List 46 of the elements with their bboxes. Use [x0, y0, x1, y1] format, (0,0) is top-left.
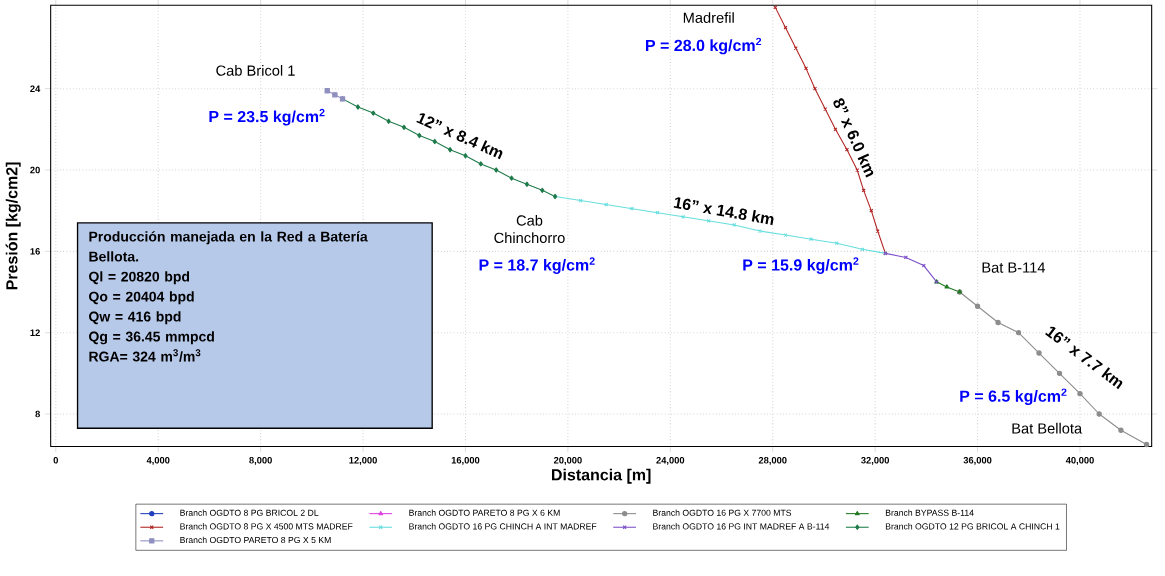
legend-label: Branch OGDTO 8 PG BRICOL 2 DL — [180, 509, 319, 516]
annotation: P = 28.0 kg/cm$^{2}$ — [646, 37, 762, 55]
x-tick-label: 16,000 — [451, 457, 480, 465]
x-tick-label: 12,000 — [349, 457, 377, 465]
y-tick-label: 8 — [35, 410, 40, 418]
x-tick-label: 8,000 — [249, 457, 272, 465]
annotation: P = 18.7 kg/cm$^{2}$ — [479, 257, 595, 274]
x-tick-label: 20,000 — [553, 457, 582, 465]
annotation: RGA= 324 m$^{3}$/m$^{3}$ — [89, 349, 201, 362]
annotation: Qo = 20404 bpd — [89, 291, 194, 305]
annotation: Cab Bricol 1 — [216, 65, 295, 76]
x-tick-label: 28,000 — [758, 457, 787, 465]
legend-label: Branch OGDTO PARETO 8 PG X 5 KM — [180, 536, 331, 544]
annotation: Qg = 36.45 mmpcd — [89, 331, 214, 345]
annotation: Producción manejada en la Red a Batería Bellota. — [89, 231, 368, 262]
annotation: Bat B-114 — [982, 262, 1046, 273]
x-tick-label: 40,000 — [1065, 457, 1094, 465]
y-axis-title: Presión [kg/cm2] — [5, 162, 21, 290]
y-tick-label: 24 — [30, 85, 41, 93]
legend-label: Branch OGDTO 8 PG X 4500 MTS MADREF — [180, 523, 353, 530]
x-tick-label: 36,000 — [963, 457, 992, 465]
y-tick-label: 16 — [30, 248, 40, 255]
annotation: Bat Bellota — [1012, 422, 1083, 434]
y-tick-label: 20 — [30, 166, 40, 174]
y-tick-label: 12 — [30, 329, 40, 337]
annotation: P = 15.9 kg/cm$^{2}$ — [743, 257, 859, 274]
annotation: 12” x 8.4 km — [416, 113, 503, 160]
annotation: Ql = 20820 bpd — [89, 271, 190, 285]
x-tick-label: 0 — [53, 457, 58, 464]
legend-label: Branch OGDTO PARETO 8 PG X 6 KM — [409, 509, 560, 516]
x-tick-label: 24,000 — [656, 457, 685, 465]
x-tick-label: 32,000 — [861, 457, 890, 465]
legend-label: Branch OGDTO 16 PG X 7700 MTS — [653, 509, 792, 516]
x-tick-label: 4,000 — [146, 457, 170, 465]
annotation: P = 23.5 kg/cm$^{2}$ — [209, 108, 325, 126]
legend-label: Branch OGDTO 12 PG BRICOL A CHINCH 1 — [885, 523, 1060, 530]
annotation: Madrefil — [683, 12, 734, 23]
legend-label: Branch BYPASS B-114 — [885, 509, 974, 516]
legend-label: Branch OGDTO 16 PG INT MADREF A B-114 — [653, 523, 830, 530]
annotation: 8” x 6.0 km — [833, 98, 874, 178]
annotation: Qw = 416 bpd — [89, 311, 181, 325]
annotation: P = 6.5 kg/cm$^{2}$ — [960, 388, 1067, 406]
annotation: Cab Chinchorro — [494, 215, 565, 244]
legend-label: Branch OGDTO 16 PG CHINCH A INT MADREF — [409, 523, 597, 530]
x-axis-title: Distancia [m] — [552, 468, 651, 484]
annotation: 16” x 14.8 km — [673, 197, 774, 226]
